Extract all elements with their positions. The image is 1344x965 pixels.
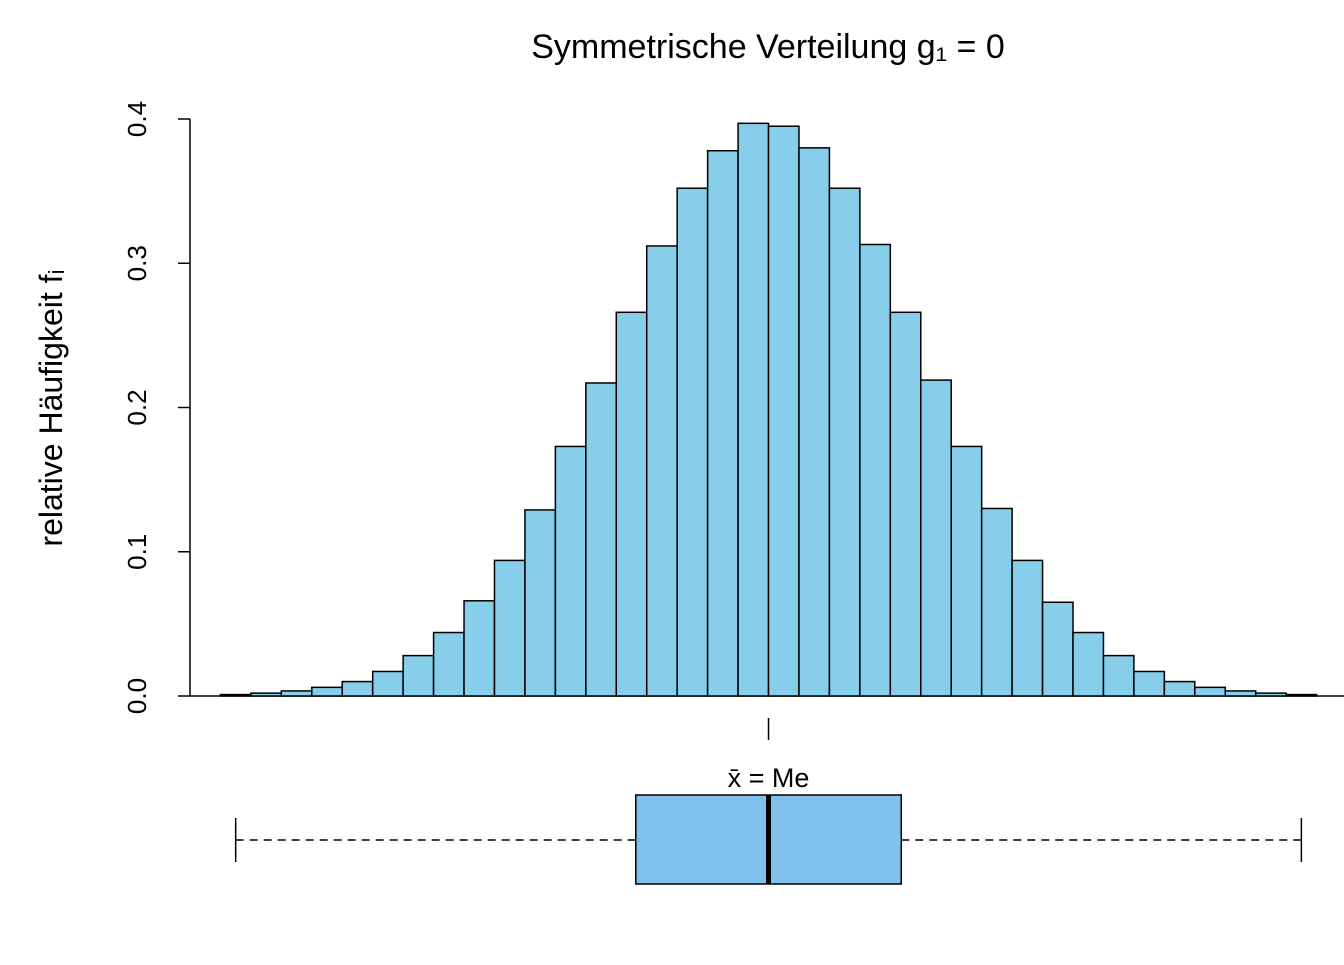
bar bbox=[463, 600, 496, 697]
bar bbox=[615, 311, 648, 697]
bar bbox=[920, 379, 952, 697]
y-tick-label: 0.0 bbox=[122, 678, 152, 714]
bar bbox=[1254, 692, 1287, 697]
bar bbox=[493, 559, 526, 697]
bar bbox=[1285, 693, 1318, 697]
bar bbox=[1072, 631, 1105, 697]
bar bbox=[280, 690, 313, 697]
bar bbox=[706, 149, 739, 697]
bar bbox=[311, 686, 343, 697]
bar bbox=[1163, 680, 1196, 697]
bar bbox=[950, 445, 983, 697]
bar bbox=[1133, 670, 1166, 697]
bar bbox=[341, 680, 374, 697]
bar bbox=[585, 382, 618, 697]
y-tick-label: 0.4 bbox=[122, 101, 152, 137]
bar bbox=[767, 125, 800, 697]
y-tick-label: 0.3 bbox=[122, 245, 152, 281]
annotation: x̄ = Me bbox=[728, 763, 810, 793]
bar bbox=[219, 693, 252, 697]
bar bbox=[1102, 654, 1135, 697]
bar bbox=[889, 311, 922, 697]
y-axis-label: relative Häufigkeit fᵢ bbox=[33, 269, 69, 546]
bar bbox=[1194, 686, 1227, 697]
bar bbox=[828, 187, 861, 697]
chart-title: Symmetrische Verteilung g₁ = 0 bbox=[531, 28, 1005, 66]
bar bbox=[859, 243, 892, 697]
bar bbox=[524, 509, 557, 697]
bar bbox=[1011, 559, 1044, 697]
y-tick-label: 0.1 bbox=[122, 534, 152, 570]
bar bbox=[432, 631, 465, 697]
bar bbox=[371, 670, 404, 697]
bar bbox=[1224, 690, 1257, 697]
y-tick-label: 0.2 bbox=[122, 389, 152, 425]
bar bbox=[737, 122, 770, 697]
bar bbox=[250, 692, 283, 697]
bar bbox=[645, 245, 678, 697]
bar bbox=[402, 654, 435, 697]
bar bbox=[980, 507, 1013, 697]
bar bbox=[798, 147, 831, 697]
bar bbox=[554, 445, 587, 697]
bar bbox=[676, 187, 709, 697]
bar bbox=[1041, 601, 1074, 697]
